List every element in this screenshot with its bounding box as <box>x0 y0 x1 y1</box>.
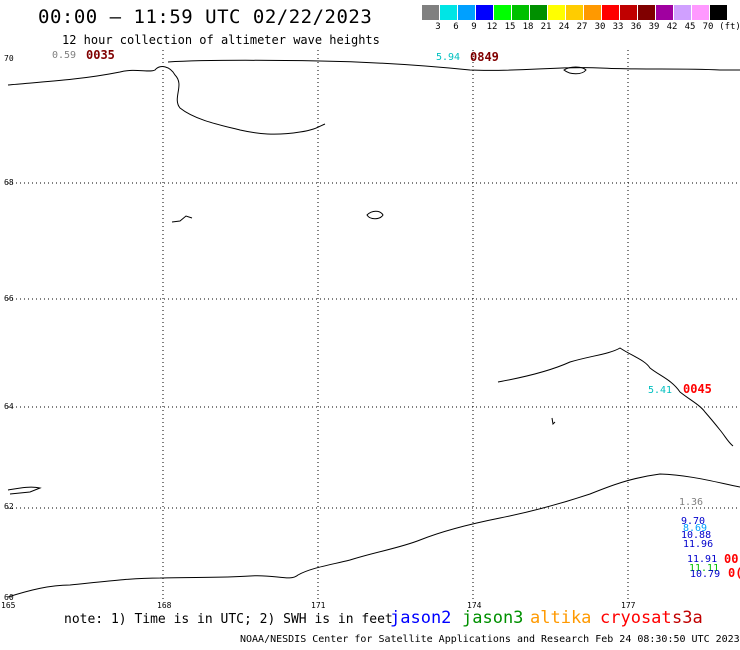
swh-value: 11.96 <box>683 539 714 550</box>
legend-label: 33 <box>612 22 624 32</box>
page-subtitle: 12 hour collection of altimeter wave hei… <box>62 33 380 47</box>
legend-swatch <box>476 5 493 20</box>
legend-swatch <box>710 5 727 20</box>
swh-value: 9.70 <box>681 516 706 527</box>
coastline-seward <box>497 347 734 447</box>
satellite-altika: altika <box>530 608 592 628</box>
coastline-island-4 <box>551 417 556 426</box>
legend-swatch <box>602 5 619 20</box>
footer-note: note: 1) Time is in UTC; 2) SWH is in fe… <box>64 612 393 627</box>
legend-swatch <box>638 5 655 20</box>
coastlines <box>7 59 740 598</box>
pass-time: 0( <box>728 566 740 580</box>
page-title: 00:00 – 11:59 UTC 02/22/2023 <box>38 6 373 28</box>
legend-swatch <box>674 5 691 20</box>
legend-swatch <box>458 5 475 20</box>
legend-label: 21 <box>540 22 552 32</box>
swh-value: 0.59 <box>52 50 77 61</box>
graticule <box>8 50 740 600</box>
lat-label-70: 70 <box>4 54 14 63</box>
legend-label: 42 <box>666 22 678 32</box>
legend-unit: (ft) <box>719 22 740 32</box>
coastline-peninsula <box>7 486 42 495</box>
satellite-cryosat: cryosat <box>600 608 672 628</box>
legend-label: 24 <box>558 22 570 32</box>
swh-value: 5.94 <box>436 52 461 63</box>
legend-label: 18 <box>522 22 534 32</box>
legend-label: 3 <box>435 22 441 32</box>
swh-value: 10.79 <box>690 569 721 580</box>
legend-swatch <box>440 5 457 20</box>
lat-label-60: 60 <box>4 593 14 602</box>
coastline-alaska-south <box>7 473 740 598</box>
lon-label-174: 174 <box>467 601 482 610</box>
lat-label-66: 66 <box>4 294 14 303</box>
swh-value: 5.41 <box>648 385 673 396</box>
legend-swatch <box>530 5 547 20</box>
swh-value: 10.88 <box>681 530 712 541</box>
legend-label: 27 <box>576 22 588 32</box>
lon-label-171: 171 <box>311 601 326 610</box>
legend-label: 36 <box>630 22 642 32</box>
legend-label: 6 <box>453 22 459 32</box>
coastline-island-3 <box>171 215 193 223</box>
pass-time: 0849 <box>470 50 499 64</box>
legend-label: 15 <box>504 22 516 32</box>
legend-swatch <box>620 5 637 20</box>
lon-label-165: 165 <box>1 601 16 610</box>
satellite-jason2: jason2 <box>390 608 452 628</box>
swh-value: 11.91 <box>687 554 718 565</box>
swh-value: 11.11 <box>689 563 720 574</box>
coastline-island-1 <box>563 66 587 75</box>
legend-swatch <box>512 5 529 20</box>
legend-swatch <box>566 5 583 20</box>
lat-label-62: 62 <box>4 502 14 511</box>
legend-label: 45 <box>684 22 696 32</box>
swh-value: 8.69 <box>683 523 708 534</box>
lat-label-64: 64 <box>4 402 14 411</box>
pass-time: 0045 <box>683 382 712 396</box>
satellite-jason3: jason3 <box>462 608 524 628</box>
legend-swatch <box>584 5 601 20</box>
legend-swatch <box>656 5 673 20</box>
satellite-s3a: s3a <box>672 608 703 628</box>
coastline-island-2 <box>366 210 384 220</box>
legend-label: 30 <box>594 22 606 32</box>
legend-swatch <box>422 5 439 20</box>
swh-value: 1.36 <box>679 497 704 508</box>
legend-label: 39 <box>648 22 660 32</box>
lon-label-168: 168 <box>157 601 172 610</box>
coastline-north <box>167 59 740 71</box>
pass-time: 00 <box>724 552 739 566</box>
coastline-chukotka <box>7 66 326 135</box>
legend-label: 12 <box>486 22 498 32</box>
legend-label: 70 <box>702 22 714 32</box>
lat-label-68: 68 <box>4 178 14 187</box>
lon-label-177: 177 <box>621 601 636 610</box>
legend-label: 9 <box>471 22 477 32</box>
legend-swatch <box>692 5 709 20</box>
pass-time: 0035 <box>86 48 115 62</box>
credit-line: NOAA/NESDIS Center for Satellite Applica… <box>240 634 740 645</box>
legend-swatch <box>494 5 511 20</box>
legend-swatch <box>548 5 565 20</box>
